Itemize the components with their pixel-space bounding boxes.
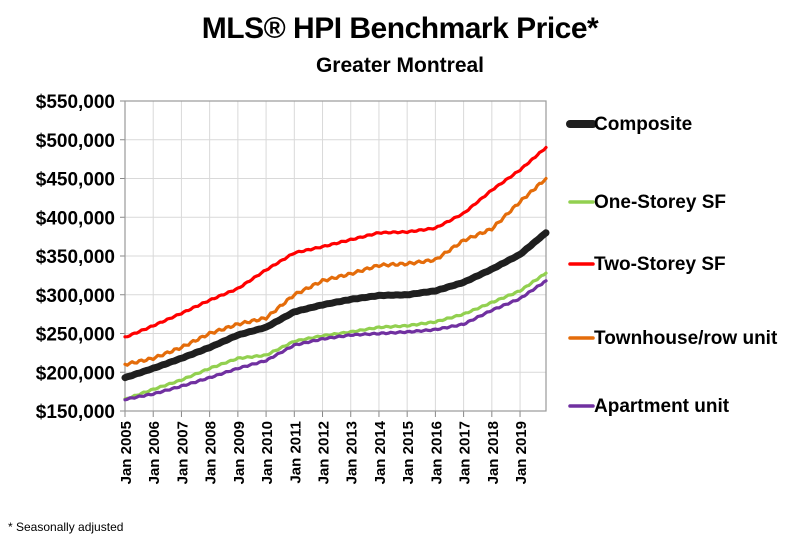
y-tick-label: $450,000 [36,170,115,191]
x-tick-label: Jan 2018 [485,421,502,484]
x-tick-label: Jan 2007 [174,421,191,484]
legend-label: One-Storey SF [594,192,726,213]
x-tick-label: Jan 2013 [344,421,361,484]
y-tick-label: $500,000 [36,131,115,152]
series-line-composite [121,229,550,382]
x-tick-label: Jan 2009 [231,421,248,484]
legend-label: Apartment unit [594,396,730,417]
series-line-apartment-unit [123,279,548,402]
x-tick-label: Jan 2011 [287,421,304,484]
y-tick-label: $150,000 [36,402,115,423]
legend-label: Townhouse/row unit [594,328,778,349]
x-tick-label: Jan 2010 [259,421,276,484]
y-tick-label: $550,000 [36,92,115,113]
legend-label: Two-Storey SF [594,254,726,275]
y-tick-label: $250,000 [36,325,115,346]
x-tick-label: Jan 2019 [513,421,530,484]
chart-title: MLS® HPI Benchmark Price* [201,12,599,45]
x-tick-label: Jan 2016 [428,421,445,484]
y-tick-label: $300,000 [36,286,115,307]
series-lines [121,145,550,402]
x-tick-label: Jan 2014 [372,420,389,484]
x-tick-label: Jan 2008 [203,421,220,484]
legend-label: Composite [594,114,692,135]
axes [120,100,547,417]
x-tick-label: Jan 2015 [400,421,417,484]
y-tick-label: $200,000 [36,363,115,384]
series-line-two-storey-sf [123,145,548,339]
x-tick-label: Jan 2005 [118,421,135,484]
series-line-one-storey-sf [123,271,548,401]
series-line-townhouse-row-unit [123,176,548,367]
legend: Composite One-Storey SF Two-Storey SF Townh… [566,114,778,417]
y-axis-ticks: $150,000 $200,000 $250,000 $300,000 $350,000… [36,92,115,423]
plot-area-border [124,100,547,412]
x-tick-label: Jan 2017 [457,421,474,484]
x-tick-label: Jan 2006 [146,421,163,484]
x-axis-ticks: Jan 2005 Jan 2006 Jan 2007 Jan 2008 Jan 2009… [118,420,530,484]
gridlines [124,100,546,412]
x-tick-label: Jan 2012 [316,421,333,484]
y-tick-label: $400,000 [36,208,115,229]
y-tick-label: $350,000 [36,247,115,268]
chart-subtitle: Greater Montreal [315,54,485,77]
footnote: * Seasonally adjusted [8,520,124,534]
